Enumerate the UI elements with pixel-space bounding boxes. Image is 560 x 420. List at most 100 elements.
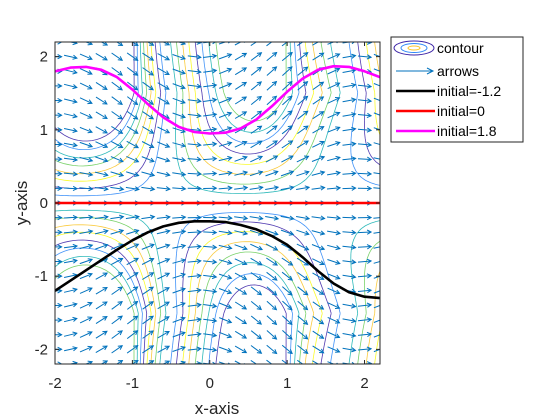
field-arrow-504 bbox=[373, 53, 380, 58]
field-arrow-214 bbox=[187, 258, 202, 264]
field-arrow-108 bbox=[111, 125, 124, 134]
arrow-shaft bbox=[79, 244, 93, 250]
arrow-shaft bbox=[63, 187, 78, 190]
field-arrow-299 bbox=[250, 359, 261, 364]
field-arrow-49 bbox=[79, 316, 93, 324]
arrow-head bbox=[289, 215, 295, 221]
arrow-shaft bbox=[95, 316, 108, 325]
arrow-shaft bbox=[142, 126, 154, 134]
arrow-head bbox=[335, 289, 341, 295]
arrow-shaft bbox=[126, 257, 139, 266]
arrow-shaft bbox=[250, 81, 262, 91]
arrow-head bbox=[226, 126, 233, 132]
field-arrow-64 bbox=[79, 97, 93, 105]
field-arrow-188 bbox=[172, 302, 186, 309]
field-arrow-179 bbox=[157, 96, 170, 105]
field-arrow-123 bbox=[126, 243, 140, 250]
arrow-shaft bbox=[142, 67, 154, 76]
arrow-head bbox=[366, 287, 373, 294]
arrow-shaft bbox=[235, 81, 247, 90]
arrow-shaft bbox=[312, 360, 320, 364]
arrow-head bbox=[318, 81, 325, 87]
arrow-head bbox=[226, 53, 233, 59]
field-arrow-378 bbox=[296, 215, 311, 221]
field-arrow-481 bbox=[357, 54, 373, 60]
field-arrow-63 bbox=[79, 112, 93, 119]
field-arrow-374 bbox=[297, 271, 309, 281]
arrow-head bbox=[272, 349, 278, 355]
arrow-shaft bbox=[203, 158, 217, 161]
field-arrow-129 bbox=[126, 156, 140, 163]
arrow-head bbox=[87, 84, 93, 90]
arrow-head bbox=[335, 126, 341, 132]
arrow-head bbox=[366, 156, 373, 162]
arrow-shaft bbox=[281, 110, 293, 120]
arrow-head bbox=[287, 349, 293, 355]
arrow-shaft bbox=[234, 360, 242, 364]
arrow-shaft bbox=[172, 172, 186, 176]
arrow-head bbox=[226, 347, 233, 353]
arrow-head bbox=[57, 156, 63, 162]
arrow-head bbox=[335, 185, 342, 191]
field-arrow-182 bbox=[157, 53, 171, 61]
arrow-shaft bbox=[110, 216, 124, 220]
field-arrow-86 bbox=[95, 111, 108, 120]
arrow-head bbox=[258, 215, 264, 221]
arrow-shaft bbox=[79, 141, 93, 148]
arrow-head bbox=[303, 66, 309, 72]
arrow-head bbox=[72, 171, 79, 177]
field-arrow-71 bbox=[95, 330, 108, 339]
field-arrow-477 bbox=[357, 112, 373, 119]
arrow-shaft bbox=[203, 231, 217, 234]
field-arrow-21 bbox=[55, 54, 63, 60]
arrow-head bbox=[196, 98, 202, 104]
arrow-head bbox=[335, 53, 341, 58]
arrow-shaft bbox=[342, 216, 356, 219]
arrow-shaft bbox=[250, 110, 262, 120]
arrow-head bbox=[87, 331, 93, 336]
arrow-shaft bbox=[172, 187, 186, 190]
field-arrow-257 bbox=[219, 302, 233, 309]
field-arrow-83 bbox=[95, 156, 109, 163]
field-arrow-128 bbox=[125, 171, 140, 177]
arrow-head bbox=[319, 52, 325, 58]
arrow-shaft bbox=[95, 111, 108, 119]
arrow-shaft bbox=[219, 331, 232, 338]
field-arrow-181 bbox=[157, 67, 170, 76]
arrow-head bbox=[148, 42, 155, 46]
field-arrow-326 bbox=[266, 300, 278, 311]
arrow-shaft bbox=[250, 52, 262, 61]
field-arrow-351 bbox=[281, 271, 294, 281]
arrow-head bbox=[117, 286, 124, 292]
field-arrow-432 bbox=[327, 97, 341, 104]
arrow-head bbox=[72, 302, 78, 308]
field-arrow-38 bbox=[63, 142, 78, 148]
field-arrow-114 bbox=[115, 42, 124, 46]
arrow-shaft bbox=[296, 257, 309, 266]
field-arrow-142 bbox=[142, 301, 154, 310]
arrow-head bbox=[271, 95, 278, 101]
arrow-head bbox=[117, 114, 124, 120]
arrow-shaft bbox=[157, 287, 170, 295]
arrow-head bbox=[57, 302, 63, 309]
arrow-shaft bbox=[249, 186, 263, 190]
arrow-head bbox=[241, 348, 248, 354]
arrow-head bbox=[304, 230, 310, 236]
arrow-head bbox=[164, 128, 171, 134]
field-arrow-224 bbox=[187, 112, 202, 119]
arrow-shaft bbox=[63, 303, 77, 308]
arrow-shaft bbox=[234, 141, 247, 148]
field-arrow-478 bbox=[357, 98, 373, 104]
field-arrow-140 bbox=[142, 330, 154, 339]
arrow-shaft bbox=[297, 330, 308, 340]
field-arrow-192 bbox=[172, 243, 187, 249]
arrow-head bbox=[211, 97, 218, 103]
arrow-head bbox=[148, 70, 154, 76]
field-arrow-242 bbox=[203, 185, 218, 191]
arrow-head bbox=[102, 286, 108, 292]
arrow-shaft bbox=[146, 360, 154, 364]
arrow-head bbox=[334, 97, 341, 102]
field-arrow-122 bbox=[126, 257, 140, 266]
arrow-shaft bbox=[126, 156, 139, 163]
field-arrow-107 bbox=[110, 140, 124, 149]
